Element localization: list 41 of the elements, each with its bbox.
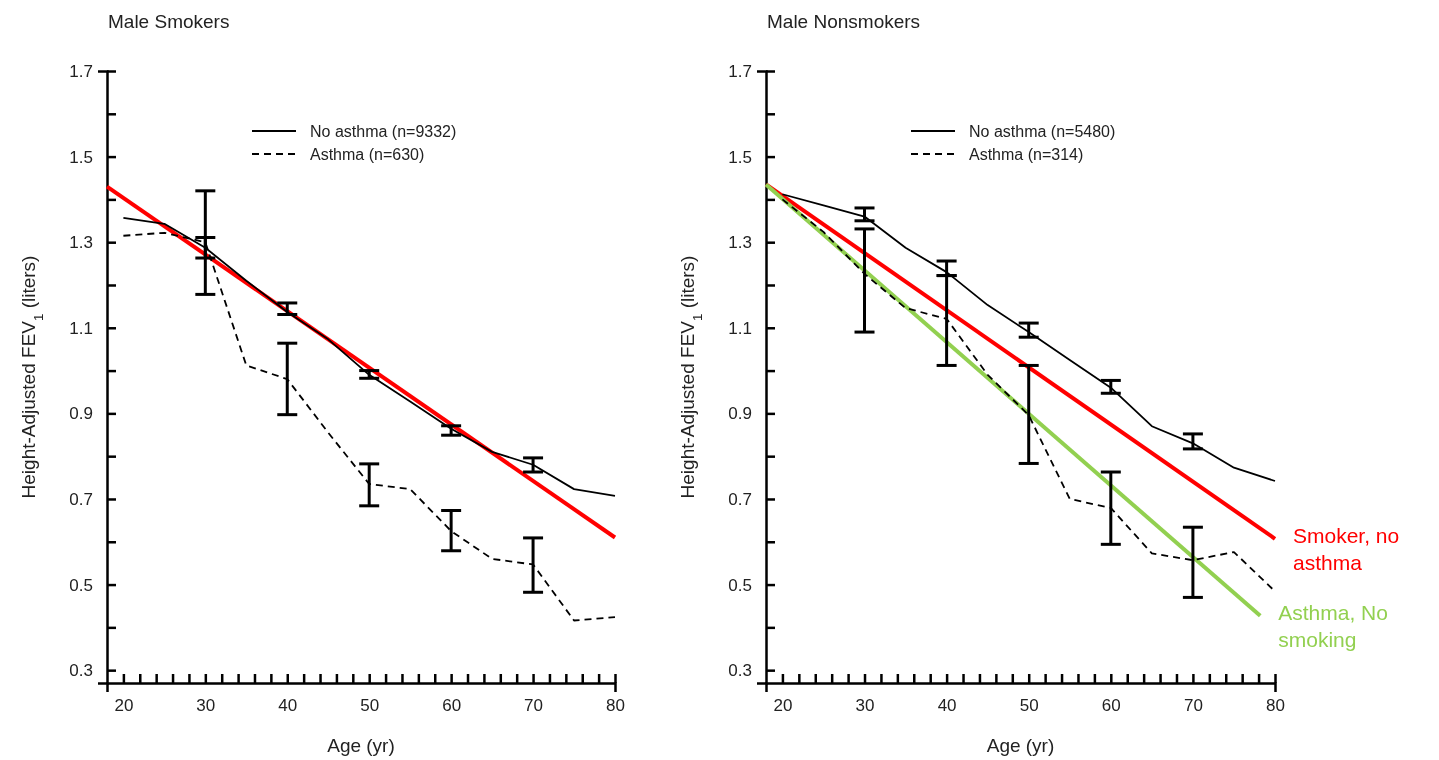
y-tick-label: 0.7: [728, 489, 752, 509]
y-tick-label: 1.3: [69, 233, 93, 253]
series-label: Asthma, No smoking: [1278, 600, 1388, 651]
line-series: [781, 193, 1276, 482]
legend-label: Asthma (n=630): [310, 146, 425, 163]
x-tick-label: 20: [114, 696, 134, 716]
y-tick-label: 0.9: [728, 404, 752, 424]
x-tick-label: 80: [606, 696, 625, 716]
legend-label: No asthma (n=9332): [310, 123, 457, 140]
y-tick-label: 1.7: [728, 61, 752, 81]
y-tick-label: 1.3: [728, 233, 752, 253]
x-tick-label: 50: [360, 696, 380, 716]
y-tick-label: 1.1: [728, 318, 752, 338]
legend-label: Asthma (n=314): [969, 146, 1084, 163]
x-tick-label: 70: [524, 696, 544, 716]
chart-title: Male Smokers: [108, 11, 230, 32]
x-axis-title: Age (yr): [327, 735, 395, 756]
x-tick-label: 40: [937, 696, 957, 716]
x-tick-label: 20: [773, 696, 793, 716]
y-tick-label: 1.5: [728, 147, 752, 167]
x-tick-label: 40: [278, 696, 298, 716]
x-axis-title: Age (yr): [986, 735, 1055, 756]
y-tick-label: 1.5: [69, 147, 93, 167]
x-tick-label: 30: [855, 696, 875, 716]
y-tick-label: 0.9: [69, 404, 93, 424]
y-tick-label: 0.5: [69, 575, 93, 595]
x-tick-label: 30: [196, 696, 216, 716]
y-tick-label: 0.3: [728, 661, 752, 681]
y-tick-label: 1.7: [69, 61, 93, 81]
x-tick-label: 70: [1183, 696, 1203, 716]
x-tick-label: 50: [1019, 696, 1039, 716]
x-tick-label: 60: [1101, 696, 1121, 716]
y-tick-label: 1.1: [69, 318, 93, 338]
series-label: Smoker, no asthma: [1293, 523, 1400, 574]
x-tick-label: 80: [1266, 696, 1285, 716]
y-tick-label: 0.5: [728, 575, 752, 595]
legend-label: No asthma (n=5480): [969, 123, 1116, 140]
y-tick-label: 0.3: [69, 661, 93, 681]
y-tick-label: 0.7: [69, 489, 93, 509]
x-tick-label: 60: [442, 696, 462, 716]
chart-title: Male Nonsmokers: [767, 11, 921, 32]
